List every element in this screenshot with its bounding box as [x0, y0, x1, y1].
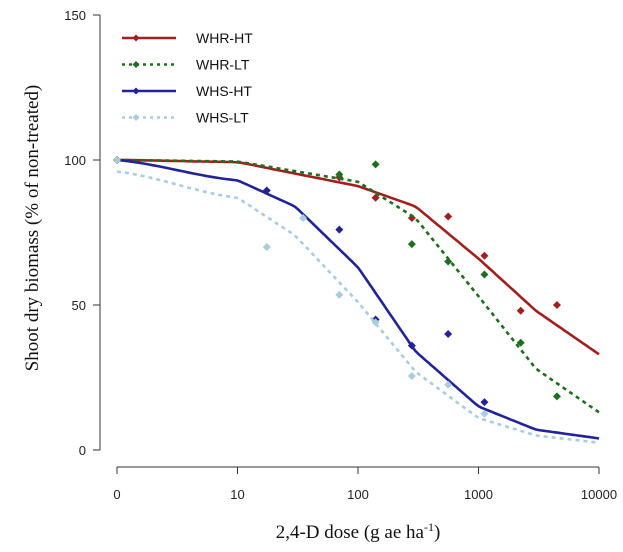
data-point — [299, 214, 308, 222]
series-whr-lt — [113, 156, 600, 414]
data-point — [480, 270, 489, 279]
data-point — [444, 212, 453, 221]
data-point — [407, 341, 416, 350]
y-axis-title: Shoot dry biomass (% of non-treated) — [22, 85, 43, 372]
legend-item-whs-ht: WHS-HT — [122, 83, 252, 99]
x-tick-label: 100 — [347, 487, 369, 502]
data-point — [444, 257, 453, 266]
x-axis-title-end: ) — [434, 522, 440, 543]
series-line-whs-lt — [116, 170, 600, 445]
data-point — [480, 409, 489, 418]
data-point — [371, 193, 380, 202]
data-point — [444, 330, 453, 338]
data-point — [516, 306, 525, 315]
legend-marker — [132, 34, 140, 42]
y-tick-label: 50 — [72, 298, 86, 313]
series-whs-lt — [113, 156, 600, 445]
data-point — [444, 380, 453, 389]
data-point — [262, 186, 271, 195]
axes: 0 50 100 150 0 10 100 1000 10000 — [64, 8, 617, 502]
data-point — [516, 338, 525, 347]
legend: WHR-HT WHR-LT WHS-HT WHS-LT — [122, 30, 253, 126]
legend-label: WHR-HT — [196, 30, 253, 46]
data-point — [335, 225, 344, 234]
x-tick-label: 1000 — [464, 487, 493, 502]
legend-item-whr-ht: WHR-HT — [122, 30, 253, 46]
data-point — [262, 243, 271, 251]
series-whr-ht — [113, 156, 600, 356]
series-whs-ht — [113, 156, 600, 440]
y-tick-label: 150 — [64, 8, 86, 23]
data-point — [113, 156, 121, 164]
data-point — [407, 240, 416, 249]
legend-label: WHS-HT — [196, 83, 252, 99]
legend-label: WHR-LT — [196, 57, 250, 73]
legend-item-whs-lt: WHS-LT — [122, 110, 249, 126]
y-tick-label: 0 — [79, 443, 86, 458]
legend-marker — [132, 87, 140, 95]
x-tick-label: 10000 — [581, 487, 617, 502]
x-tick-label: 0 — [113, 487, 120, 502]
x-axis-title-sup: -1 — [424, 520, 434, 534]
data-point — [480, 251, 489, 260]
data-point — [371, 160, 380, 169]
legend-marker — [132, 114, 140, 121]
x-tick-label: 10 — [230, 487, 244, 502]
x-axis-title-main: 2,4-D dose (g ae ha — [276, 522, 425, 543]
legend-item-whr-lt: WHR-LT — [122, 57, 250, 73]
data-point — [480, 398, 489, 407]
data-point — [407, 372, 416, 381]
y-tick-label: 100 — [64, 153, 86, 168]
data-point — [335, 170, 344, 179]
x-axis-title: 2,4-D dose (g ae ha-1) — [276, 520, 441, 543]
data-point — [552, 392, 561, 401]
series-line-whr-lt — [117, 158, 600, 414]
legend-label: WHS-LT — [196, 110, 249, 126]
data-point — [335, 290, 344, 299]
legend-marker — [132, 61, 140, 68]
series-line-whs-ht — [116, 158, 600, 440]
series-layer — [113, 156, 600, 445]
data-point — [371, 318, 380, 327]
data-point — [552, 301, 561, 309]
